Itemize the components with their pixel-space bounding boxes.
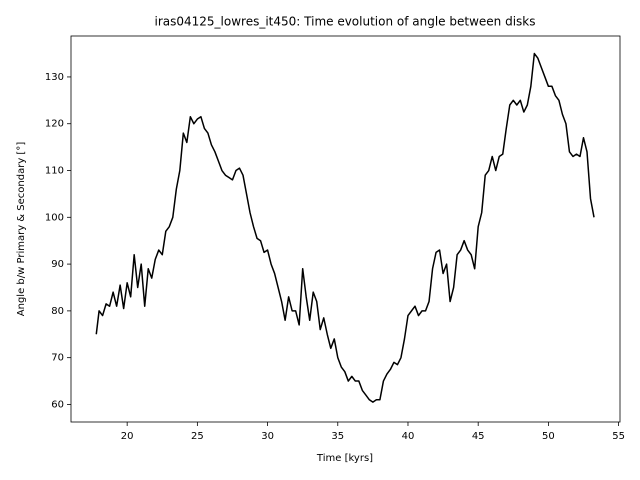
chart-title: iras04125_lowres_it450: Time evolution o…: [155, 15, 536, 29]
x-tick-label: 55: [612, 431, 625, 442]
x-axis-label: Time [kyrs]: [316, 453, 373, 464]
y-tick-label: 100: [45, 212, 64, 223]
y-axis-label: Angle b/w Primary & Secondary [°]: [16, 142, 27, 317]
x-tick-label: 20: [121, 431, 134, 442]
y-tick-label: 90: [51, 259, 64, 270]
axes-frame: [70, 35, 621, 423]
y-tick-label: 130: [45, 72, 64, 83]
y-tick-label: 120: [45, 119, 64, 130]
x-tick-label: 40: [402, 431, 415, 442]
y-tick-label: 80: [51, 306, 64, 317]
y-tick-label: 70: [51, 353, 64, 364]
x-tick-label: 45: [472, 431, 485, 442]
y-tick-label: 110: [45, 166, 64, 177]
x-tick-label: 35: [331, 431, 344, 442]
x-tick-label: 50: [542, 431, 555, 442]
x-tick-label: 30: [261, 431, 274, 442]
x-tick-label: 25: [191, 431, 204, 442]
y-tick-label: 60: [51, 399, 64, 410]
data-line: [95, 52, 595, 403]
